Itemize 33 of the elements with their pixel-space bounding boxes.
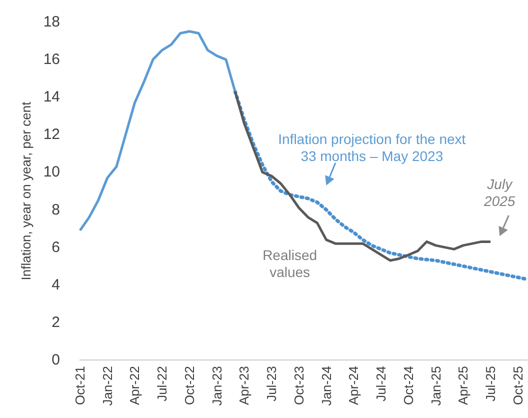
y-tick-label: 6 — [52, 238, 60, 256]
x-tick-label: Jan-23 — [209, 366, 224, 406]
y-tick-label: 18 — [43, 14, 60, 30]
x-tick-label: Jan-24 — [318, 366, 334, 406]
annotation: July 2025 — [484, 176, 516, 210]
x-tick-label: Apr-25 — [456, 366, 471, 406]
x-tick-label: Jul-23 — [264, 366, 280, 402]
annotation: Inflation projection for the next 33 months – May 2023 — [278, 130, 466, 165]
x-tick-label: Oct-25 — [510, 366, 526, 406]
y-tick-label: 14 — [43, 88, 60, 106]
x-tick-label: Jul-22 — [154, 366, 170, 402]
y-tick-label: 0 — [52, 352, 60, 368]
line-series — [78, 30, 236, 232]
y-tick-label: 2 — [52, 314, 60, 331]
x-tick-label: Oct-22 — [182, 366, 197, 406]
x-tick-label: Jan-22 — [100, 366, 115, 406]
x-tick-label: Jul-24 — [374, 366, 389, 402]
x-tick-label: Oct-21 — [72, 366, 88, 406]
y-tick-label: 16 — [43, 51, 60, 68]
x-tick-label: Jul-25 — [483, 366, 498, 402]
x-tick-label: Apr-22 — [127, 366, 142, 406]
x-tick-label: Apr-24 — [346, 366, 362, 406]
x-tick-label: Oct-24 — [400, 366, 416, 406]
y-tick-label: 4 — [52, 276, 60, 294]
y-tick-label: 8 — [52, 201, 60, 218]
x-tick-label: Apr-23 — [236, 366, 252, 406]
line-series — [233, 90, 528, 282]
y-axis-title: Inflation, year on year, per cent — [18, 101, 34, 280]
x-tick-label: Oct-23 — [291, 366, 306, 406]
y-tick-label: 12 — [43, 126, 60, 144]
x-tick-label: Jan-25 — [428, 366, 444, 406]
annotation: Realised values — [262, 247, 318, 282]
y-tick-label: 10 — [43, 164, 60, 181]
